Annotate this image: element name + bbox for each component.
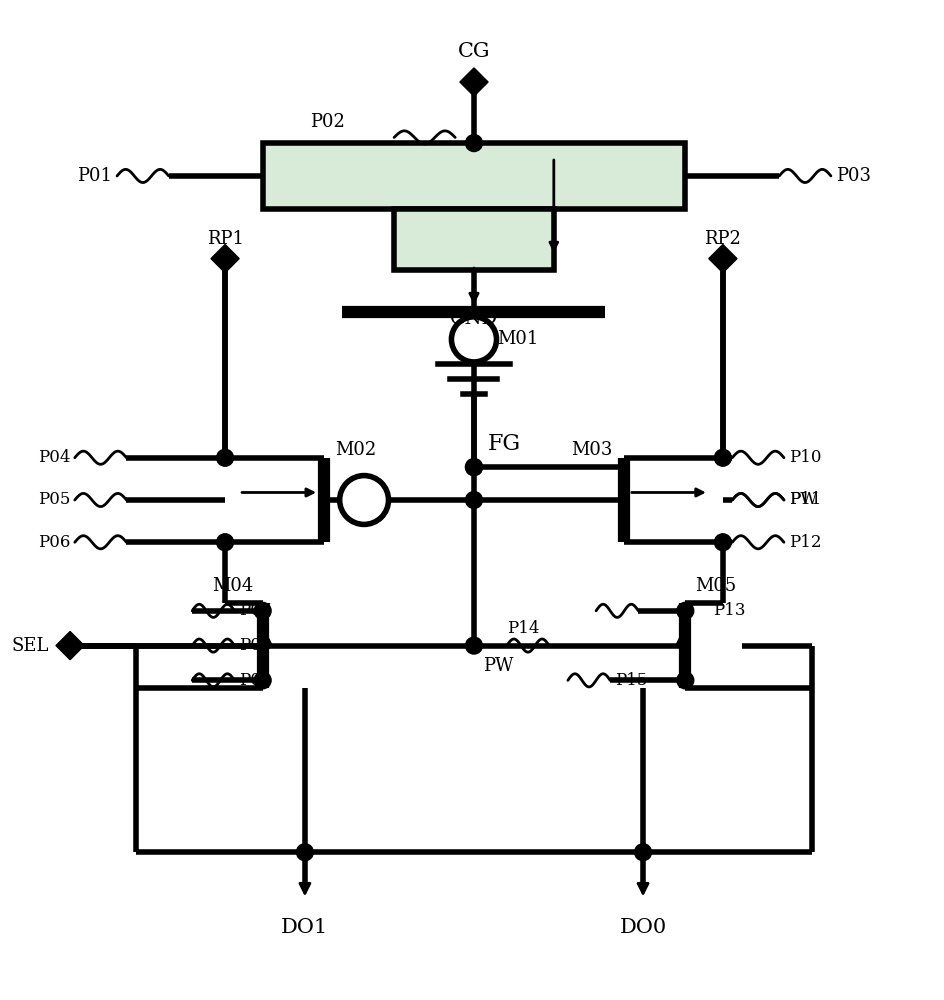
Text: P13: P13	[713, 602, 745, 619]
Circle shape	[465, 459, 482, 476]
Circle shape	[216, 534, 233, 551]
Text: M04: M04	[211, 577, 253, 595]
Polygon shape	[56, 631, 84, 660]
Text: GND: GND	[449, 310, 497, 328]
Text: PW: PW	[788, 491, 817, 508]
Circle shape	[634, 844, 650, 861]
Text: SEL: SEL	[11, 637, 48, 655]
Text: M02: M02	[334, 441, 376, 459]
Text: M03: M03	[571, 441, 613, 459]
Text: P10: P10	[788, 449, 820, 466]
Text: P02: P02	[310, 113, 345, 131]
Text: P05: P05	[38, 491, 70, 508]
Text: P15: P15	[615, 672, 647, 689]
Circle shape	[254, 672, 271, 689]
Circle shape	[296, 844, 313, 861]
Bar	[262, 143, 684, 209]
Text: P08: P08	[239, 637, 271, 654]
Circle shape	[465, 459, 482, 476]
Circle shape	[676, 672, 693, 689]
Circle shape	[676, 602, 693, 619]
Text: M05: M05	[694, 577, 735, 595]
Text: P04: P04	[38, 449, 70, 466]
Text: P12: P12	[788, 534, 820, 551]
Polygon shape	[211, 245, 239, 273]
Text: P01: P01	[77, 167, 112, 185]
Text: PW: PW	[483, 657, 514, 675]
Text: P11: P11	[788, 491, 820, 508]
Text: DO1: DO1	[281, 918, 329, 937]
Text: P06: P06	[38, 534, 70, 551]
Text: RP1: RP1	[207, 230, 244, 248]
Text: P14: P14	[506, 620, 539, 637]
Text: P07: P07	[239, 602, 271, 619]
Text: P03: P03	[834, 167, 869, 185]
Circle shape	[714, 449, 731, 466]
Text: M01: M01	[497, 330, 538, 348]
Text: RP2: RP2	[703, 230, 740, 248]
Circle shape	[465, 637, 482, 654]
Polygon shape	[708, 245, 736, 273]
Circle shape	[216, 449, 233, 466]
Circle shape	[465, 135, 482, 152]
Circle shape	[254, 602, 271, 619]
Polygon shape	[460, 68, 487, 96]
Text: FG: FG	[487, 433, 521, 455]
Text: CG: CG	[457, 42, 490, 61]
Circle shape	[714, 534, 731, 551]
Text: P09: P09	[239, 672, 271, 689]
Bar	[394, 209, 553, 270]
Circle shape	[465, 492, 482, 508]
Text: DO0: DO0	[618, 918, 666, 937]
